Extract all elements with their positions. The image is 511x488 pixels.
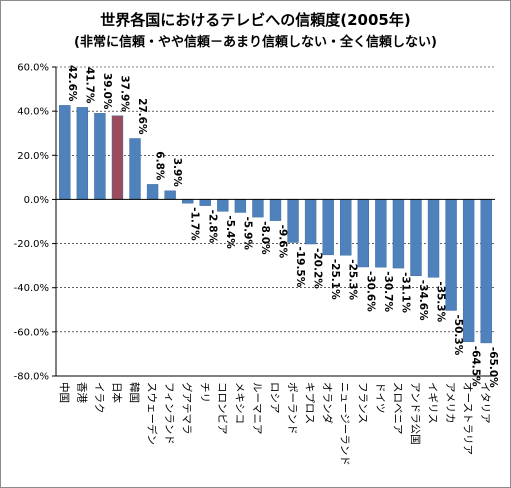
x-tick-label: チリ bbox=[198, 382, 210, 403]
data-label: -25.3% bbox=[347, 259, 359, 300]
bar bbox=[375, 199, 387, 268]
bar bbox=[410, 199, 422, 277]
y-tick-label: 0.0% bbox=[24, 195, 49, 206]
x-tick-label: 中国 bbox=[58, 382, 71, 403]
x-tick-label: 日本 bbox=[110, 382, 123, 403]
x-tick-labels: 中国 香港 イラク 日本 韓国 スウェーデン フィンランド グアテマラ チリ コロンビア メキシコル… bbox=[58, 382, 491, 466]
bar bbox=[304, 199, 317, 245]
data-label: -8.0% bbox=[259, 221, 271, 255]
bar bbox=[59, 105, 71, 200]
data-label: -30.7% bbox=[382, 271, 394, 312]
axes bbox=[52, 66, 495, 377]
data-label: -34.6% bbox=[417, 280, 429, 321]
data-label: 37.9% bbox=[118, 75, 130, 112]
data-label: 42.6% bbox=[66, 65, 78, 102]
data-label: 27.6% bbox=[136, 98, 148, 135]
y-tick-label: 60.0% bbox=[17, 63, 49, 74]
x-tick-label: アメリカ bbox=[444, 382, 456, 423]
bar bbox=[480, 199, 492, 344]
bar bbox=[111, 115, 124, 200]
x-tick-label: ニュージーランド bbox=[339, 382, 351, 466]
data-label: -5.4% bbox=[224, 215, 236, 249]
bar bbox=[146, 184, 159, 200]
data-label: 6.8% bbox=[154, 151, 166, 181]
y-tick-label: -60.0% bbox=[14, 327, 49, 338]
gridlines bbox=[56, 66, 495, 333]
y-tick-labels: 60.0% 40.0% 20.0% 0.0% -20.0% -40.0% -60.0% -80… bbox=[14, 63, 49, 383]
bar bbox=[76, 107, 89, 200]
y-tick-label: -80.0% bbox=[14, 372, 49, 383]
bar bbox=[164, 190, 176, 200]
x-tick-label: ルーマニア bbox=[251, 382, 263, 435]
y-tick-label: -20.0% bbox=[14, 239, 49, 250]
chart-title: 世界各国におけるテレビへの信頼度(2005年) bbox=[100, 11, 411, 29]
x-tick-label: イギリス bbox=[427, 382, 439, 424]
bar bbox=[322, 199, 334, 256]
y-tick-label: -40.0% bbox=[14, 283, 49, 294]
x-tick-label: オーストラリア bbox=[462, 382, 474, 455]
data-label: -35.3% bbox=[435, 281, 447, 322]
bar bbox=[234, 199, 247, 213]
chart-subtitle: (非常に信頼・やや信頼－あまり信頼しない・全く信頼しない) bbox=[74, 35, 437, 50]
data-label: -64.5% bbox=[470, 346, 482, 387]
x-tick-label: ロシア bbox=[269, 382, 281, 414]
data-label: -25.1% bbox=[329, 259, 341, 300]
data-label: -5.9% bbox=[241, 216, 253, 250]
bar bbox=[94, 113, 106, 200]
x-tick-label: スロベニア bbox=[391, 382, 403, 435]
x-tick-label: イタリア bbox=[479, 382, 491, 424]
x-tick-label: フィンランド bbox=[163, 382, 175, 445]
data-label: -50.3% bbox=[452, 314, 464, 355]
bar bbox=[129, 138, 141, 200]
data-label: -19.5% bbox=[294, 246, 306, 287]
bar bbox=[340, 199, 352, 256]
data-label: -9.6% bbox=[277, 225, 289, 259]
data-label: 41.7% bbox=[83, 67, 95, 104]
bar bbox=[357, 199, 369, 268]
y-tick-label: 20.0% bbox=[17, 151, 49, 162]
data-label: -2.8% bbox=[206, 210, 218, 244]
data-label: 3.9% bbox=[171, 158, 183, 188]
data-label: -1.7% bbox=[189, 207, 201, 241]
x-tick-label: スウェーデン bbox=[146, 382, 159, 445]
data-labels: 42.6% 41.7% 39.0% 37.9% 27.6% 6.8% 3.9% -1.7% -2… bbox=[66, 65, 499, 388]
data-label: -20.2% bbox=[312, 248, 324, 289]
y-tick-label: 40.0% bbox=[17, 107, 49, 118]
bar bbox=[427, 199, 440, 278]
x-tick-label: メキシコ bbox=[233, 382, 245, 424]
bar bbox=[182, 199, 194, 204]
data-label: -31.1% bbox=[399, 272, 411, 313]
bar bbox=[269, 199, 282, 221]
x-tick-label: ポーランド bbox=[286, 382, 298, 435]
data-label: -65.0% bbox=[487, 347, 499, 388]
x-tick-label: オランダ bbox=[321, 382, 334, 424]
x-tick-label: アンドラ公国 bbox=[409, 382, 421, 445]
x-tick-label: コロンビア bbox=[216, 382, 228, 435]
data-label: -30.6% bbox=[364, 271, 376, 312]
bar bbox=[252, 199, 264, 218]
x-tick-label: グアテマラ bbox=[181, 382, 194, 435]
x-tick-label: フランス bbox=[356, 382, 368, 424]
x-tick-label: イラク bbox=[93, 382, 105, 414]
x-tick-label: キプロス bbox=[304, 382, 316, 424]
bars bbox=[59, 105, 492, 344]
bar bbox=[199, 199, 211, 206]
x-tick-label: 韓国 bbox=[128, 382, 140, 403]
data-label: 39.0% bbox=[101, 73, 113, 110]
bar bbox=[392, 199, 405, 269]
x-tick-label: ドイツ bbox=[374, 382, 386, 414]
x-tick-label: 香港 bbox=[75, 382, 87, 403]
